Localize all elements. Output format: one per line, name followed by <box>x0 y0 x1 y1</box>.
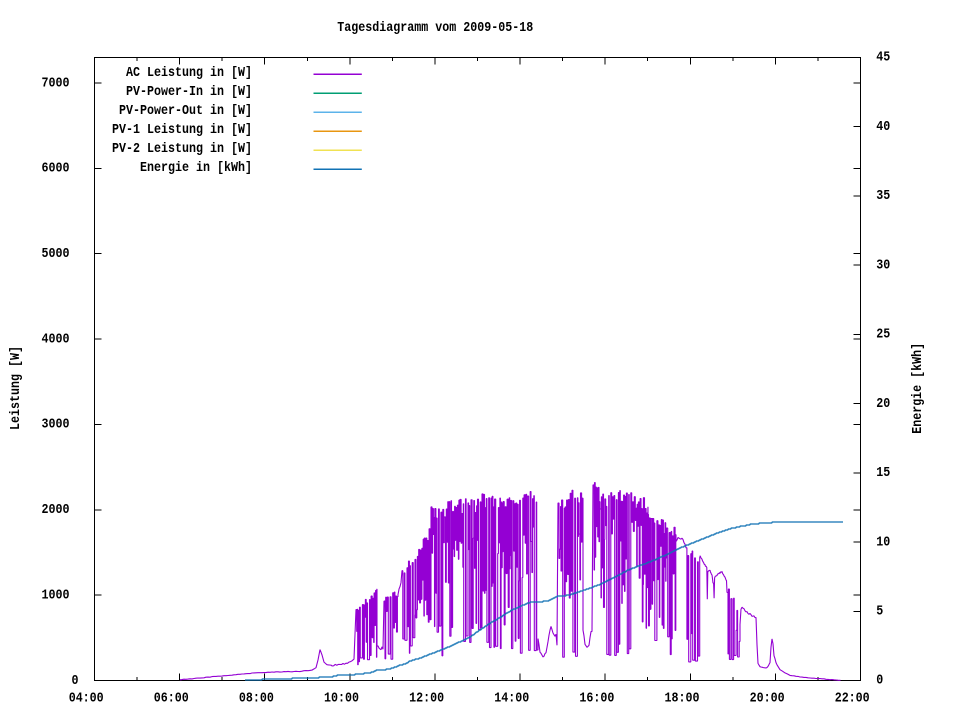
svg-text:PV-Power-In in [W]: PV-Power-In in [W] <box>126 85 252 100</box>
svg-text:7000: 7000 <box>42 76 70 91</box>
svg-text:5000: 5000 <box>42 247 70 262</box>
svg-text:2000: 2000 <box>42 503 70 518</box>
svg-text:4000: 4000 <box>42 332 70 347</box>
svg-text:Energie [kWh]: Energie [kWh] <box>911 343 926 434</box>
svg-text:35: 35 <box>876 189 890 204</box>
svg-text:18:00: 18:00 <box>664 692 699 707</box>
svg-text:40: 40 <box>876 120 890 135</box>
svg-text:20: 20 <box>876 397 890 412</box>
svg-text:6000: 6000 <box>42 162 70 177</box>
svg-text:Energie in [kWh]: Energie in [kWh] <box>140 161 252 176</box>
svg-text:PV-2 Leistung in [W]: PV-2 Leistung in [W] <box>112 142 252 157</box>
svg-text:10:00: 10:00 <box>324 692 359 707</box>
svg-text:25: 25 <box>876 328 890 343</box>
svg-text:Leistung [W]: Leistung [W] <box>9 346 24 430</box>
svg-text:15: 15 <box>876 466 890 481</box>
svg-text:04:00: 04:00 <box>69 692 104 707</box>
svg-text:PV-1 Leistung in [W]: PV-1 Leistung in [W] <box>112 123 252 138</box>
svg-text:0: 0 <box>876 674 883 689</box>
svg-text:1000: 1000 <box>42 588 70 603</box>
svg-text:20:00: 20:00 <box>750 692 785 707</box>
svg-text:5: 5 <box>876 604 883 619</box>
svg-text:3000: 3000 <box>42 418 70 433</box>
svg-text:12:00: 12:00 <box>409 692 444 707</box>
svg-text:16:00: 16:00 <box>579 692 614 707</box>
svg-text:PV-Power-Out in [W]: PV-Power-Out in [W] <box>119 104 252 119</box>
svg-text:06:00: 06:00 <box>154 692 189 707</box>
svg-text:22:00: 22:00 <box>835 692 870 707</box>
svg-text:AC Leistung in [W]: AC Leistung in [W] <box>126 66 252 81</box>
svg-text:Tagesdiagramm vom 2009-05-18: Tagesdiagramm vom 2009-05-18 <box>337 21 533 36</box>
svg-text:14:00: 14:00 <box>494 692 529 707</box>
svg-text:10: 10 <box>876 535 890 550</box>
svg-text:30: 30 <box>876 258 890 273</box>
svg-text:08:00: 08:00 <box>239 692 274 707</box>
svg-text:45: 45 <box>876 51 890 66</box>
svg-text:0: 0 <box>72 674 79 689</box>
